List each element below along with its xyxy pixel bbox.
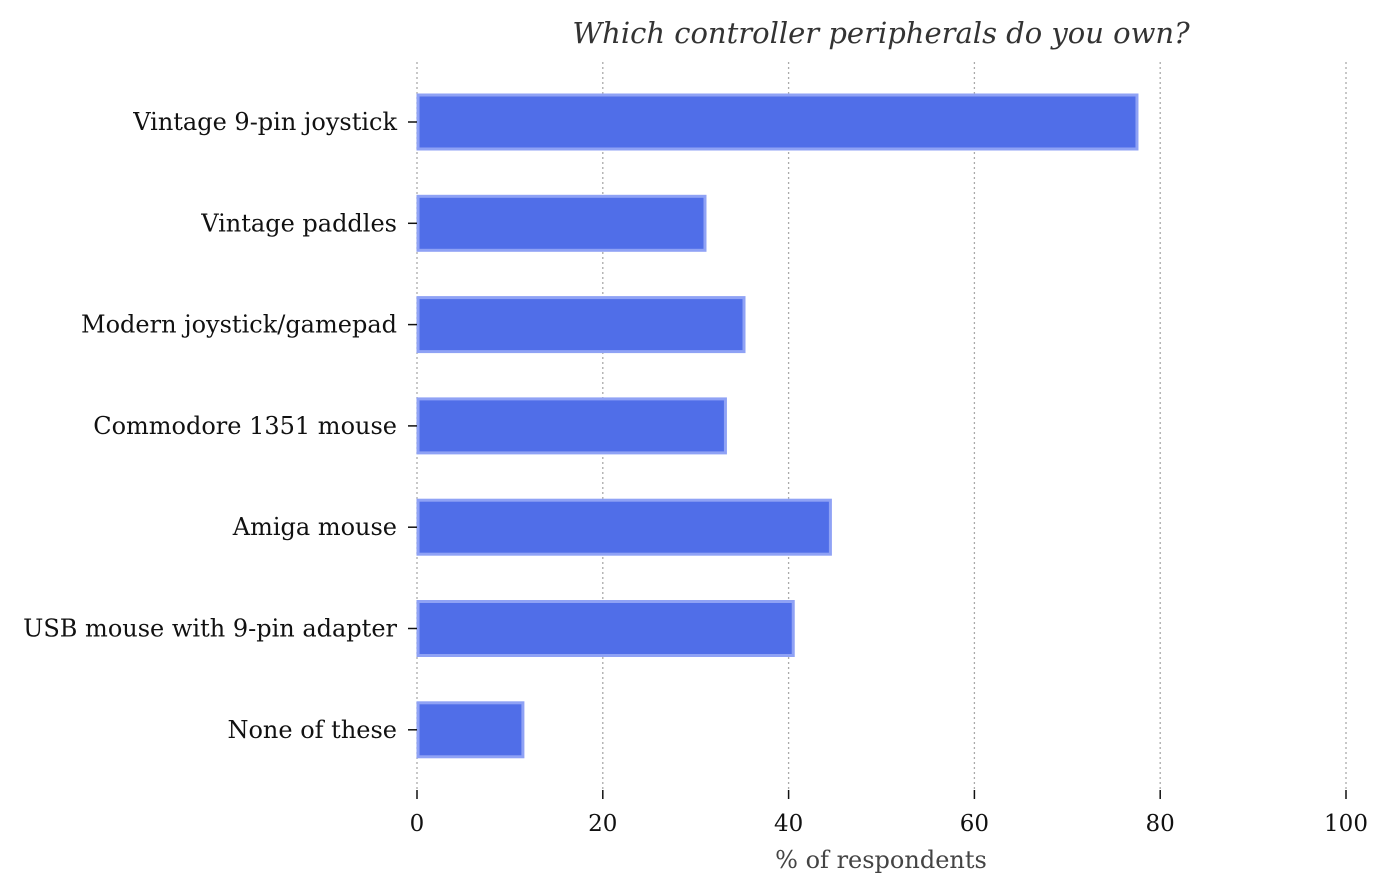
bar: [416, 93, 1139, 151]
category-label: Commodore 1351 mouse: [93, 412, 397, 440]
bar: [416, 397, 727, 455]
category-label: None of these: [227, 716, 397, 744]
category-label: Modern joystick/gamepad: [81, 311, 397, 339]
bar: [416, 296, 746, 354]
category-label: Vintage paddles: [200, 209, 397, 237]
bar: [416, 600, 795, 657]
x-tick-label: 0: [410, 811, 425, 837]
x-tick-label: 80: [1146, 811, 1175, 837]
grid-lines: [416, 62, 1347, 790]
category-label: Amiga mouse: [232, 513, 397, 541]
bar: [416, 194, 707, 252]
bar: [416, 498, 832, 556]
category-label: USB mouse with 9-pin adapter: [23, 615, 397, 643]
x-tick-label: 20: [588, 811, 617, 837]
x-tick-label: 40: [774, 811, 803, 837]
x-axis-label: % of respondents: [775, 846, 987, 874]
category-labels: Vintage 9-pin joystick Vintage paddles Mod…: [23, 108, 417, 744]
bars: [416, 93, 1139, 759]
x-tick-label: 100: [1324, 811, 1368, 837]
bar: [416, 701, 525, 759]
category-label: Vintage 9-pin joystick: [132, 108, 397, 136]
chart-title: Which controller peripherals do you own?: [572, 16, 1190, 50]
x-tick-label: 60: [960, 811, 989, 837]
x-axis-ticks: 0 20 40 60 80 100: [410, 790, 1368, 837]
